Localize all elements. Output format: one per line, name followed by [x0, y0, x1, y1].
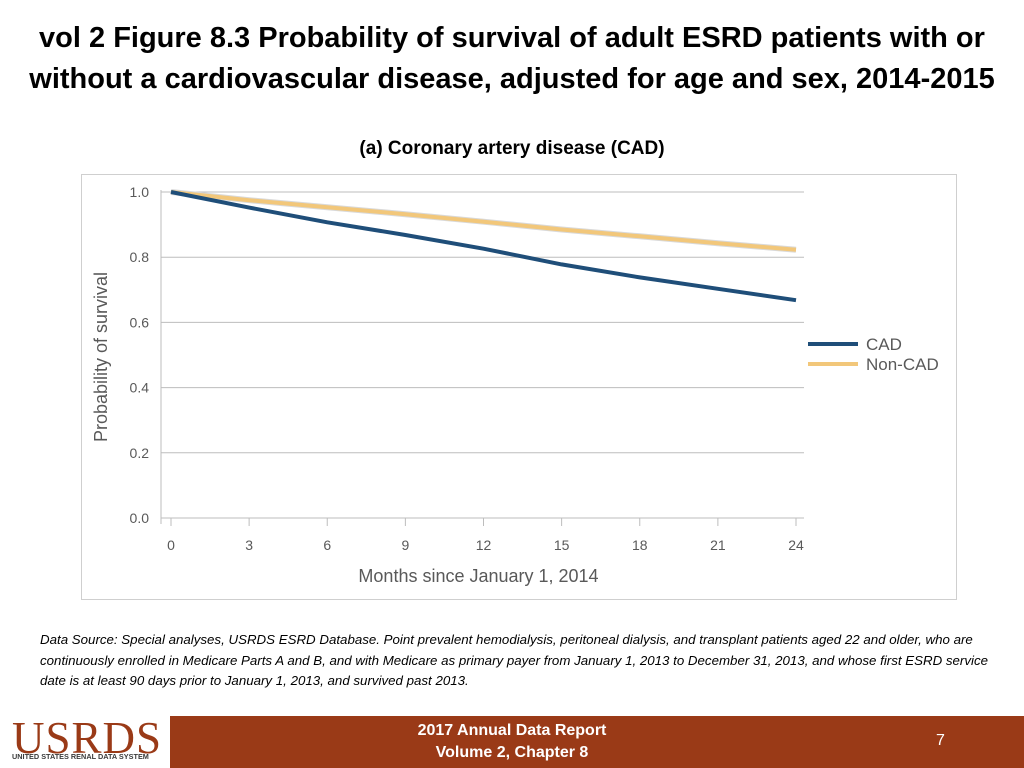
- x-tick-label: 0: [167, 537, 175, 553]
- y-tick-label: 0.0: [130, 510, 150, 526]
- legend-label-cad: CAD: [866, 335, 902, 354]
- y-tick-label: 0.4: [130, 380, 150, 396]
- footer-bar: USRDS UNITED STATES RENAL DATA SYSTEM 20…: [0, 713, 1024, 768]
- x-tick-label: 18: [632, 537, 648, 553]
- series-line-cad: [170, 190, 797, 303]
- legend-label-non-cad: Non-CAD: [866, 355, 939, 374]
- slide-title: vol 2 Figure 8.3 Probability of survival…: [0, 18, 1024, 100]
- logo-subtext: UNITED STATES RENAL DATA SYSTEM: [12, 752, 149, 761]
- slide-title-line2: without a cardiovascular disease, adjust…: [29, 63, 995, 95]
- y-axis-title: Probability of survival: [91, 272, 111, 442]
- y-tick-label: 0.6: [130, 314, 150, 330]
- survival-line-chart: 0.0 0.2 0.4 0.6 0.8 1.0 0 3 6 9 12 15 18 21 24 Months s…: [91, 184, 939, 586]
- x-tick-label: 6: [323, 537, 331, 553]
- x-tick-label: 24: [788, 537, 804, 553]
- x-tick-label: 3: [245, 537, 253, 553]
- series-line-non-cad: [170, 190, 797, 252]
- page-number: 7: [936, 732, 945, 749]
- x-tick-label: 15: [554, 537, 570, 553]
- chart-subtitle: (a) Coronary artery disease (CAD): [359, 138, 665, 159]
- chart-frame: [81, 174, 957, 600]
- y-tick-label: 0.8: [130, 249, 150, 265]
- y-tick-label: 1.0: [130, 184, 150, 200]
- logo-wordmark: USRDS: [12, 713, 163, 763]
- report-info: 2017 Annual Data Report Volume 2, Chapte…: [362, 720, 662, 764]
- x-tick-label: 21: [710, 537, 726, 553]
- x-axis-title: Months since January 1, 2014: [358, 566, 598, 586]
- y-tick-label: 0.2: [130, 445, 150, 461]
- report-volume: Volume 2, Chapter 8: [435, 744, 589, 761]
- usrds-logo: USRDS UNITED STATES RENAL DATA SYSTEM: [0, 713, 170, 768]
- slide-title-line1: vol 2 Figure 8.3 Probability of survival…: [39, 22, 985, 54]
- report-title: 2017 Annual Data Report: [417, 722, 607, 739]
- x-tick-label: 12: [476, 537, 492, 553]
- x-tick-label: 9: [401, 537, 409, 553]
- data-source-footnote: Data Source: Special analyses, USRDS ESR…: [40, 632, 988, 688]
